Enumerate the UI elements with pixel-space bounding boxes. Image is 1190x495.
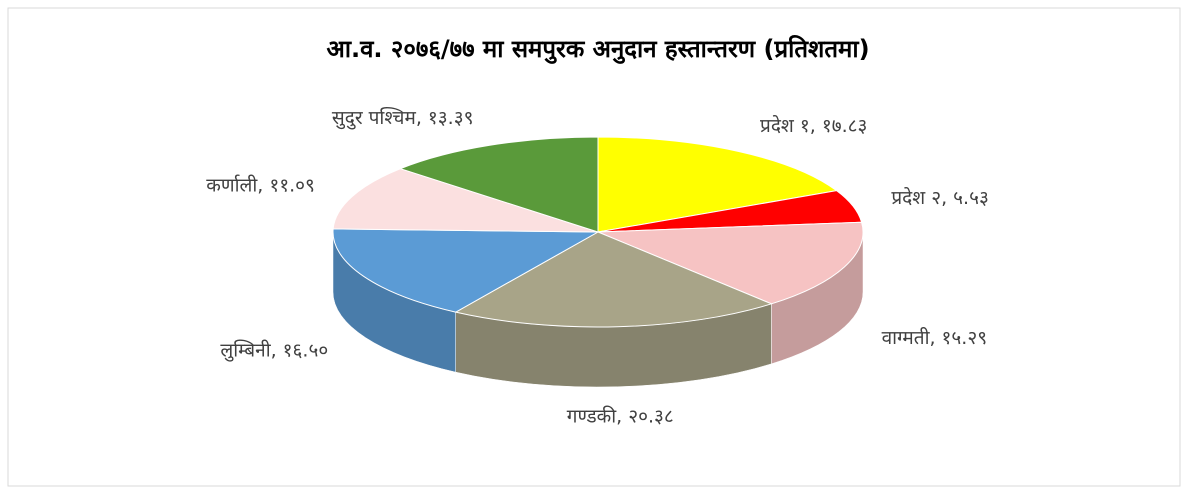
value-label: ५.५३ — [953, 186, 989, 208]
data-label: सुदुर पश्चिम, १३.३९ — [332, 105, 474, 129]
category-label: कर्णाली, — [206, 173, 263, 196]
chart-title: आ.व. २०७६/७७ मा समपुरक अनुदान हस्तान्तरण… — [326, 35, 869, 64]
pie-slice — [597, 136, 838, 233]
pie-slice — [398, 136, 599, 233]
category-label: गण्डकी, — [567, 404, 622, 427]
data-label: कर्णाली, ११.०९ — [206, 173, 315, 196]
category-label: लुम्बिनी, — [220, 338, 276, 362]
value-label: १३.३९ — [428, 106, 474, 128]
value-label: १७.८३ — [822, 115, 868, 137]
category-label: वाग्मती, — [882, 326, 936, 349]
pie-slice — [454, 231, 773, 328]
pie-slice — [332, 168, 599, 233]
value-label: २०.३८ — [628, 405, 674, 427]
category-label: प्रदेश १, — [760, 114, 816, 137]
value-label: १६.५० — [283, 339, 329, 361]
pie-slice — [597, 221, 864, 305]
data-label: प्रदेश २, ५.५३ — [891, 185, 988, 208]
value-label: १५.२९ — [942, 327, 988, 349]
pie-slice — [332, 228, 600, 313]
data-label: लुम्बिनी, १६.५० — [220, 338, 328, 362]
category-label: सुदुर पश्चिम, — [332, 105, 422, 129]
data-label: वाग्मती, १५.२९ — [882, 326, 988, 349]
data-label: गण्डकी, २०.३८ — [567, 404, 674, 427]
data-label: प्रदेश १, १७.८३ — [760, 114, 867, 137]
value-label: ११.०९ — [269, 174, 315, 196]
category-label: प्रदेश २, — [891, 185, 947, 208]
